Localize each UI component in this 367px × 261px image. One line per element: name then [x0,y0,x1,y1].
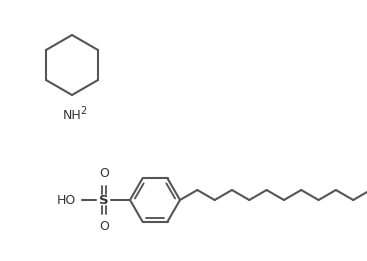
Text: S: S [99,193,109,206]
Text: O: O [99,167,109,180]
Text: HO: HO [57,193,76,206]
Text: O: O [99,220,109,233]
Text: 2: 2 [80,106,86,116]
Text: NH: NH [63,109,81,122]
